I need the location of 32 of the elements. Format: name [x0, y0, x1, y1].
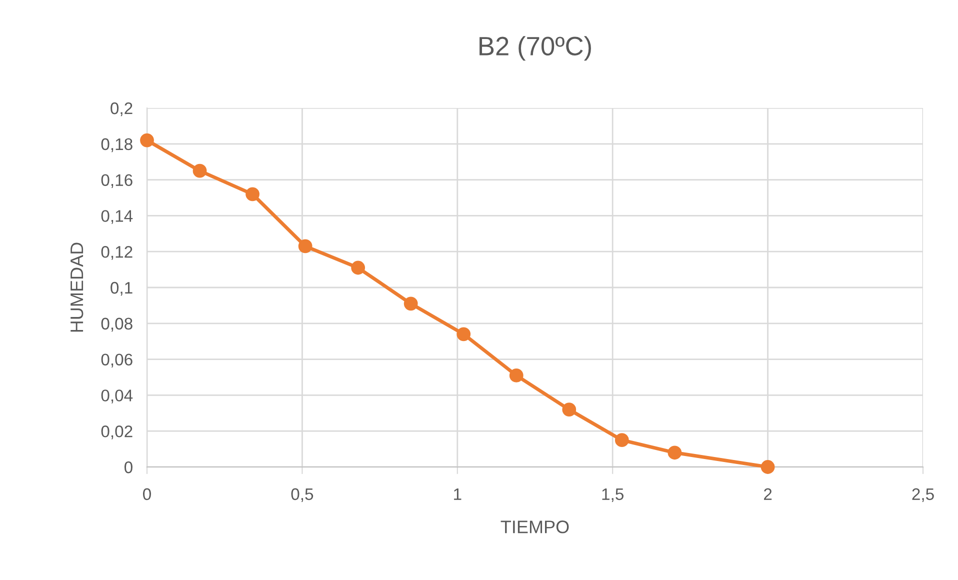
- x-tick-label: 1: [454, 488, 462, 500]
- y-tick-label: 0,1: [110, 282, 132, 296]
- x-tick-label: 0: [143, 488, 151, 500]
- point: [351, 260, 366, 275]
- y-tick-label: 0,02: [101, 426, 132, 440]
- y-tick-label: 0,18: [101, 138, 132, 152]
- y-tick-label: 0,06: [101, 354, 132, 368]
- x-axis-title: TIEMPO: [500, 520, 569, 534]
- point: [562, 402, 576, 417]
- chart-title: B2 (70ºC): [480, 36, 591, 61]
- point: [298, 239, 312, 254]
- y-tick-label: 0,08: [101, 318, 132, 332]
- y-tick-label: 0,12: [101, 246, 132, 260]
- x-tick-label: 1,5: [602, 488, 624, 502]
- x-tick-label: 0,5: [291, 488, 314, 502]
- point: [509, 368, 524, 382]
- point: [404, 296, 418, 311]
- point: [614, 433, 629, 448]
- point: [246, 187, 260, 202]
- y-tick-label: 0,14: [101, 210, 133, 224]
- point: [192, 164, 207, 178]
- y-tick-label: 0,16: [101, 174, 132, 188]
- y-tick-label: 0,04: [101, 390, 133, 404]
- point: [456, 327, 471, 342]
- point: [668, 446, 682, 460]
- y-tick-label: 0: [124, 461, 132, 474]
- y-axis-title: HUMEDAD: [70, 242, 84, 332]
- y-tick-label: 0,2: [110, 102, 132, 116]
- point: [760, 460, 775, 474]
- point: [140, 133, 154, 148]
- x-tick-label: 2: [764, 488, 772, 500]
- x-tick-label: 2,5: [912, 488, 934, 502]
